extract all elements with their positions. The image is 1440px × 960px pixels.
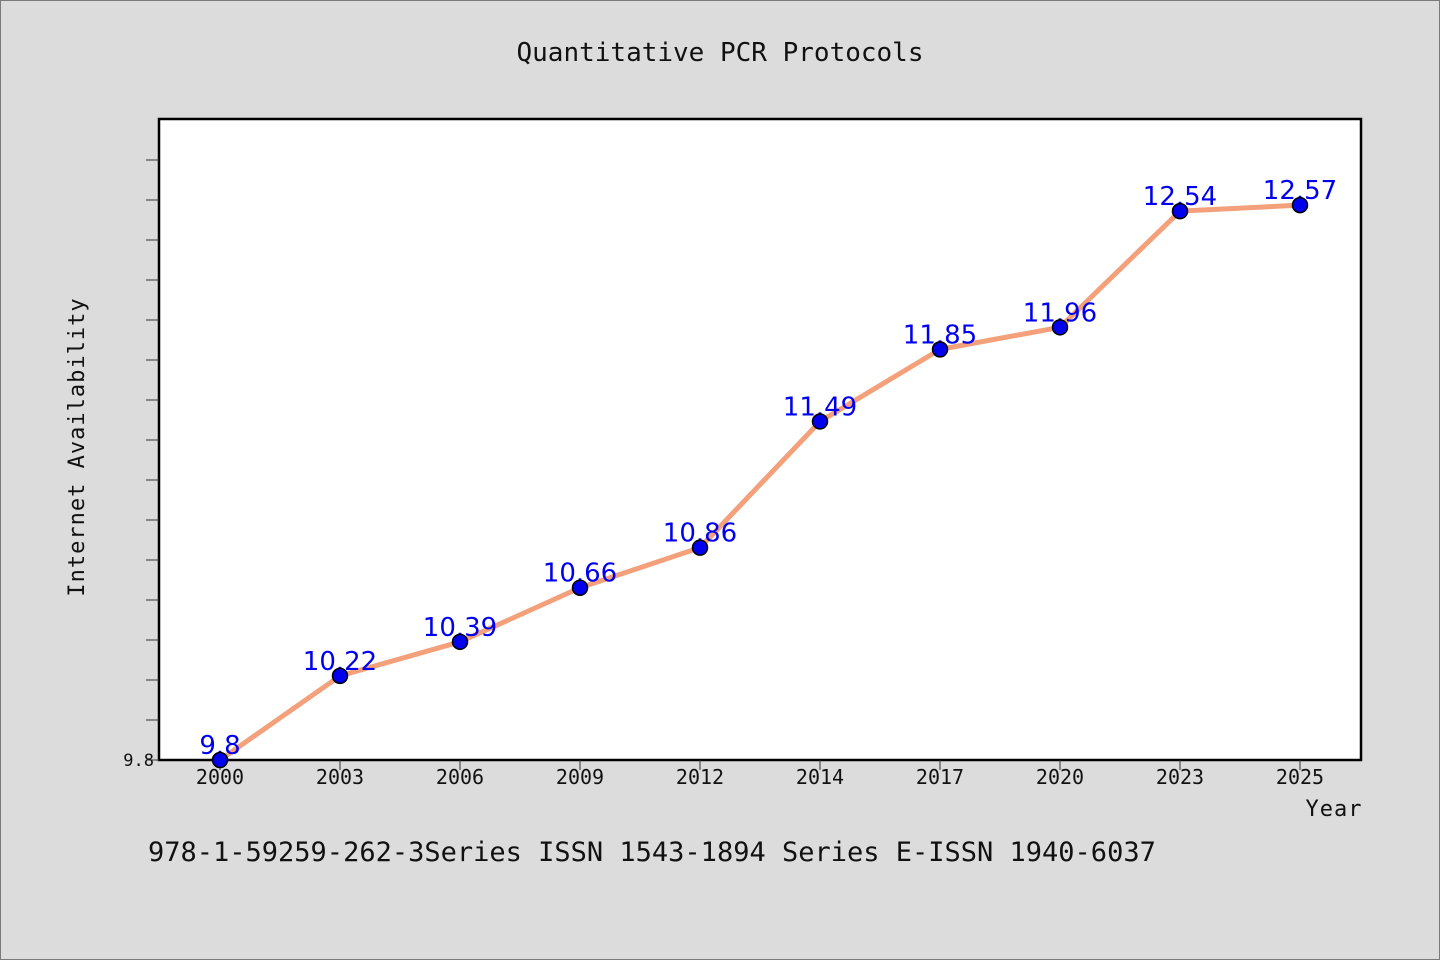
x-tick-label: 2020 bbox=[1036, 765, 1084, 789]
x-tick-label: 2012 bbox=[676, 765, 724, 789]
x-tick-label: 2000 bbox=[196, 765, 244, 789]
series-layer: 9.810.2210.3910.6610.8611.4911.8511.9612… bbox=[199, 176, 1337, 769]
data-point bbox=[211, 751, 229, 769]
x-axis-ticks: 2000 2003 2006 2009 2012 2014 2017 2020 2023 2025 bbox=[196, 760, 1324, 789]
data-point bbox=[691, 539, 709, 556]
footer-text: 978-1-59259-262-3Series ISSN 1543-1894 S… bbox=[148, 837, 1156, 868]
x-axis-label: Year bbox=[1306, 797, 1363, 822]
x-tick-label: 2003 bbox=[316, 765, 364, 789]
data-point bbox=[1051, 319, 1069, 336]
data-point bbox=[451, 633, 469, 651]
x-tick-label: 2014 bbox=[796, 765, 844, 789]
data-point bbox=[811, 413, 829, 430]
series-line bbox=[218, 202, 1301, 763]
y-tick-label: 9.8 bbox=[123, 751, 154, 771]
data-point bbox=[931, 341, 949, 358]
x-tick-label: 2009 bbox=[556, 765, 604, 789]
data-point bbox=[1291, 196, 1309, 214]
data-point bbox=[1171, 202, 1189, 220]
x-tick-label: 2025 bbox=[1276, 765, 1324, 789]
y-axis-ticks: 9.8 bbox=[123, 159, 159, 771]
y-axis-label: Internet Availability bbox=[65, 297, 90, 596]
x-tick-label: 2023 bbox=[1156, 765, 1204, 789]
plot-area bbox=[157, 117, 1363, 762]
chart-title: Quantitative PCR Protocols bbox=[517, 38, 924, 68]
x-tick-label: 2006 bbox=[436, 765, 484, 789]
data-point bbox=[571, 579, 589, 596]
x-tick-label: 2017 bbox=[916, 765, 964, 789]
data-point bbox=[331, 667, 349, 685]
